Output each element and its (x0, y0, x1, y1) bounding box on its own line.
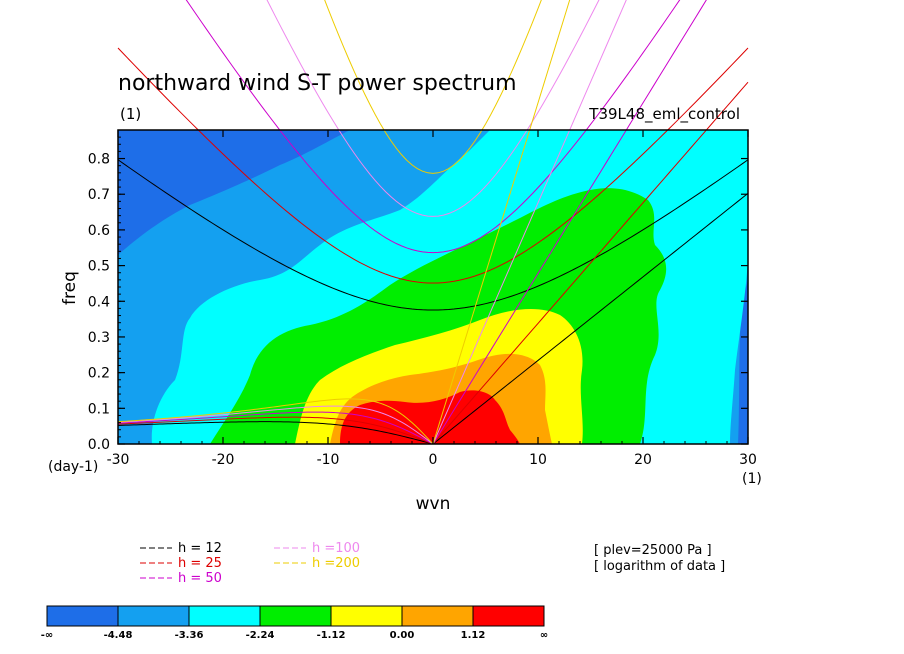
rossby-curve (117, 411, 434, 445)
x-tick-label: -10 (317, 452, 340, 468)
legend-label: h = 25 (178, 556, 222, 571)
kelvin-curve (432, 81, 749, 445)
colorbar-label: 1.12 (461, 630, 486, 641)
case-name: T39L48_eml_control (588, 105, 740, 124)
x-tick-label: 20 (634, 452, 652, 468)
units-label: (1) (120, 105, 141, 123)
y-tick-label: 0.6 (88, 223, 110, 239)
colorbar-swatch (330, 605, 403, 627)
note-plev: [ plev=25000 Pa ] (594, 543, 712, 558)
colorbar-label: -∞ (41, 630, 53, 641)
x-tick-label: 0 (429, 452, 438, 468)
x-tick-label: -20 (212, 452, 235, 468)
colorbar: -∞ -4.48 -3.36 -2.24 -1.12 0.00 1.12 ∞ (41, 605, 548, 641)
x-tick-label: -30 (107, 452, 130, 468)
band-1 (118, 130, 350, 255)
colorbar-swatch (472, 605, 545, 627)
colorbar-label: -1.12 (317, 630, 346, 641)
x-axis-label: wvn (416, 494, 451, 514)
chart-title: northward wind S-T power spectrum (118, 71, 517, 96)
rossby-curve (117, 405, 434, 445)
legend-label: h = 50 (178, 571, 222, 586)
colorbar-label: ∞ (540, 630, 548, 641)
x-tick-label: 10 (529, 452, 547, 468)
colorbar-swatch (259, 605, 332, 627)
gravity-curve (185, 0, 681, 254)
legend-label: h = 12 (178, 541, 222, 556)
contour-fill (118, 130, 748, 444)
y-tick-label: 0.7 (88, 187, 110, 203)
colorbar-swatch (46, 605, 119, 627)
kelvin-curve (432, 0, 707, 445)
axis-ticks: -30 -20 -10 0 10 20 30 0.0 0.1 0.2 0.3 0.4 0.5 0.6 0.7… (88, 130, 757, 468)
dispersion-curves (117, 0, 749, 445)
kelvin-curve (432, 0, 571, 445)
colorbar-label: -3.36 (175, 630, 204, 641)
legend-label: h =100 (312, 541, 360, 556)
rossby-curve (117, 421, 434, 445)
gravity-curve (117, 47, 749, 284)
y-tick-label: 0.0 (88, 437, 110, 453)
band-1-right (738, 280, 748, 444)
x-unit-label: (1) (742, 471, 762, 487)
gravity-curve (117, 159, 749, 311)
y-tick-label: 0.1 (88, 401, 110, 417)
kelvin-curve (432, 192, 749, 445)
legend-label: h =200 (312, 556, 360, 571)
x-tick-label: 30 (739, 452, 757, 468)
colorbar-label: -4.48 (104, 630, 133, 641)
y-unit-label: (day-1) (48, 459, 98, 475)
note-log: [ logarithm of data ] (594, 559, 725, 574)
colorbar-label: 0.00 (390, 630, 415, 641)
gravity-curve (266, 0, 600, 217)
y-tick-label: 0.8 (88, 152, 110, 168)
colorbar-label: -2.24 (246, 630, 275, 641)
colorbar-swatch (188, 605, 261, 627)
y-tick-label: 0.4 (88, 294, 110, 310)
gravity-curve (324, 0, 542, 174)
rossby-curve (117, 398, 434, 445)
band-7 (340, 390, 520, 444)
y-tick-label: 0.3 (88, 330, 110, 346)
rossby-curve (117, 416, 434, 445)
y-axis-label: freq (60, 271, 80, 305)
colorbar-swatch (117, 605, 190, 627)
kelvin-curve (432, 0, 627, 445)
y-tick-label: 0.5 (88, 259, 110, 275)
colorbar-swatch (401, 605, 474, 627)
y-tick-label: 0.2 (88, 366, 110, 382)
